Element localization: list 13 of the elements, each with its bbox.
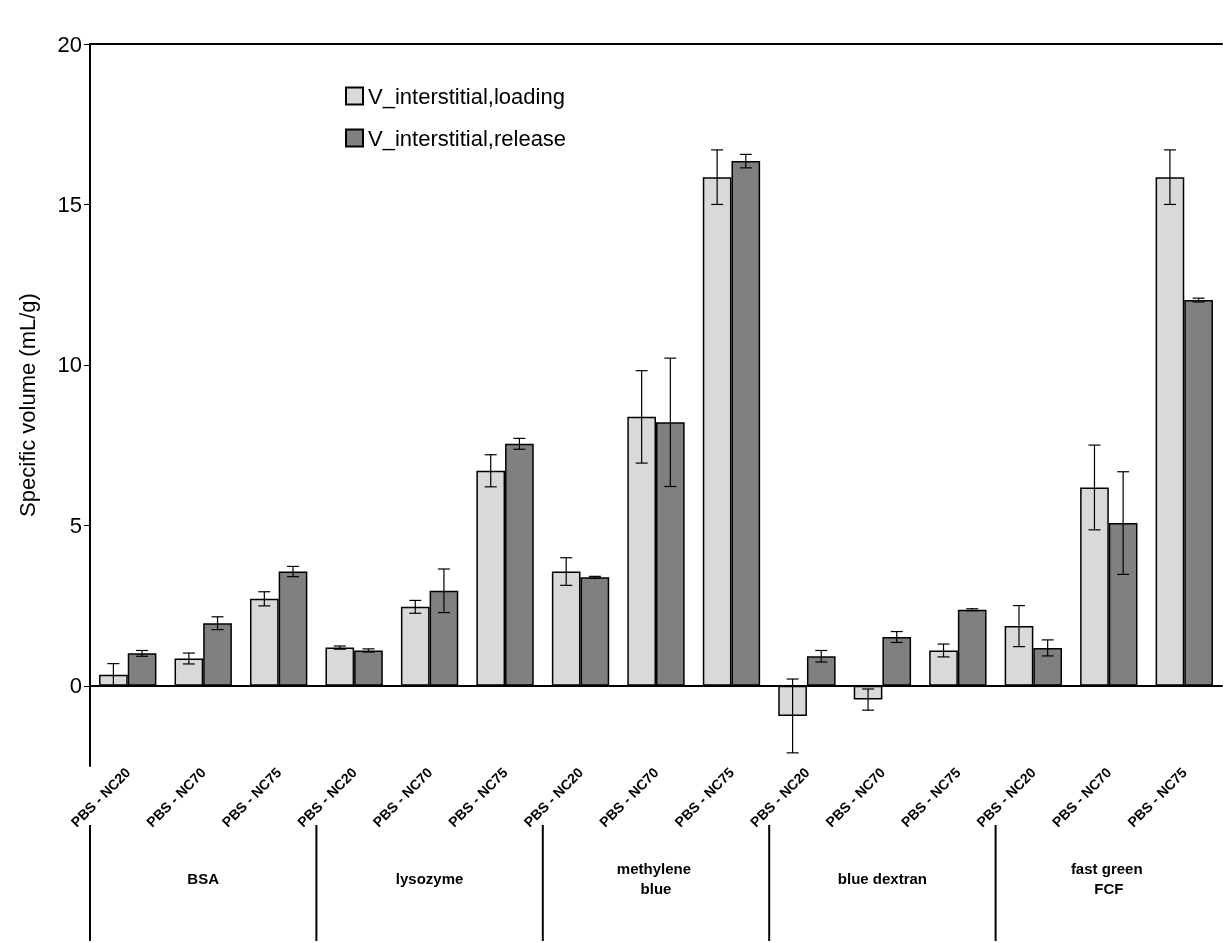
- y-tick-label: 15: [57, 191, 82, 217]
- text: methylene blue: [616, 859, 696, 897]
- y-tick-label: 20: [57, 31, 82, 57]
- text: lysozyme: [395, 869, 464, 887]
- y-axis-title: Specific volume (mL/g): [14, 293, 40, 517]
- text: BSA: [187, 869, 220, 887]
- y-tick-label: 10: [57, 352, 82, 378]
- y-tick-label: 5: [69, 512, 82, 538]
- legend-label: V_interstitial,loading: [368, 83, 565, 109]
- y-tick-label: 0: [69, 673, 82, 699]
- text: blue dextran: [837, 869, 927, 887]
- text: fast green FCF: [1070, 859, 1147, 897]
- legend-label: V_interstitial,release: [368, 125, 567, 151]
